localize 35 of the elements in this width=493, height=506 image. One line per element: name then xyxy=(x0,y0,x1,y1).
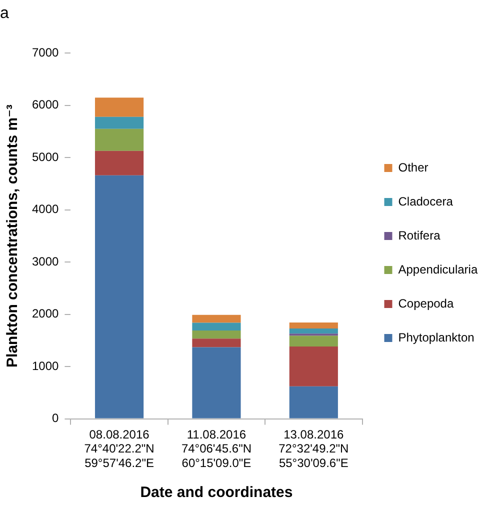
y-axis-title: Plankton concentrations, counts m⁻³ xyxy=(4,104,22,368)
y-tick-label: 2000 xyxy=(32,306,60,321)
legend-label: Cladocera xyxy=(398,194,454,208)
bar xyxy=(94,175,144,418)
y-tick-label: 7000 xyxy=(32,46,60,60)
bar xyxy=(192,314,241,323)
bar xyxy=(289,386,338,418)
y-tick-label: 3000 xyxy=(32,254,60,268)
y-tick-label: 5000 xyxy=(32,150,60,164)
bar xyxy=(94,116,144,129)
legend-label: Appendicularia xyxy=(398,262,478,276)
bar xyxy=(94,150,144,176)
x-tick-label: 08.08.2016 74°40'22.2"N 59°57'46.2"E xyxy=(84,427,154,470)
y-tick-label: 6000 xyxy=(32,98,60,112)
legend-label: Rotifera xyxy=(398,228,441,242)
bar xyxy=(192,322,241,331)
bar xyxy=(289,328,338,334)
bar xyxy=(192,330,241,339)
bar xyxy=(192,347,241,418)
y-tick-label: 4000 xyxy=(32,202,60,216)
bar xyxy=(94,98,144,117)
x-tick-label: 11.08.2016 74°06'45.6"N 60°15'09.0"E xyxy=(181,427,252,470)
bar xyxy=(289,336,338,346)
legend-label: Other xyxy=(398,160,428,174)
legend-label: Phytoplankton xyxy=(398,330,474,344)
bar xyxy=(289,322,338,328)
y-tick-label: 0 xyxy=(52,411,60,426)
chart-title: a xyxy=(0,5,9,22)
y-tick-label: 1000 xyxy=(32,358,60,373)
bar xyxy=(192,338,241,348)
x-tick-label: 13.08.2016 72°32'49.2"N 55°30'09.6"E xyxy=(278,427,349,470)
bar xyxy=(94,128,144,151)
legend-label: Copepoda xyxy=(398,296,454,310)
bar xyxy=(289,346,338,386)
x-axis-title: Date and coordinates xyxy=(140,484,293,502)
